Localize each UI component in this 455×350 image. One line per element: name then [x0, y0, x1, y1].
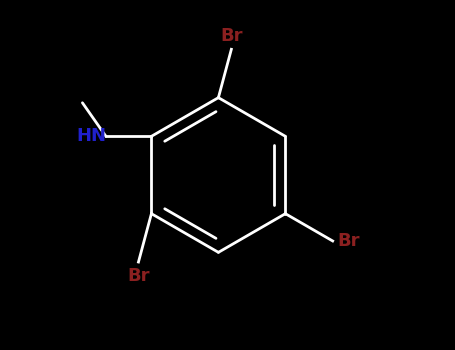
Text: Br: Br: [127, 267, 150, 285]
Text: Br: Br: [337, 232, 360, 250]
Text: Br: Br: [220, 27, 243, 45]
Text: HN: HN: [76, 127, 106, 145]
